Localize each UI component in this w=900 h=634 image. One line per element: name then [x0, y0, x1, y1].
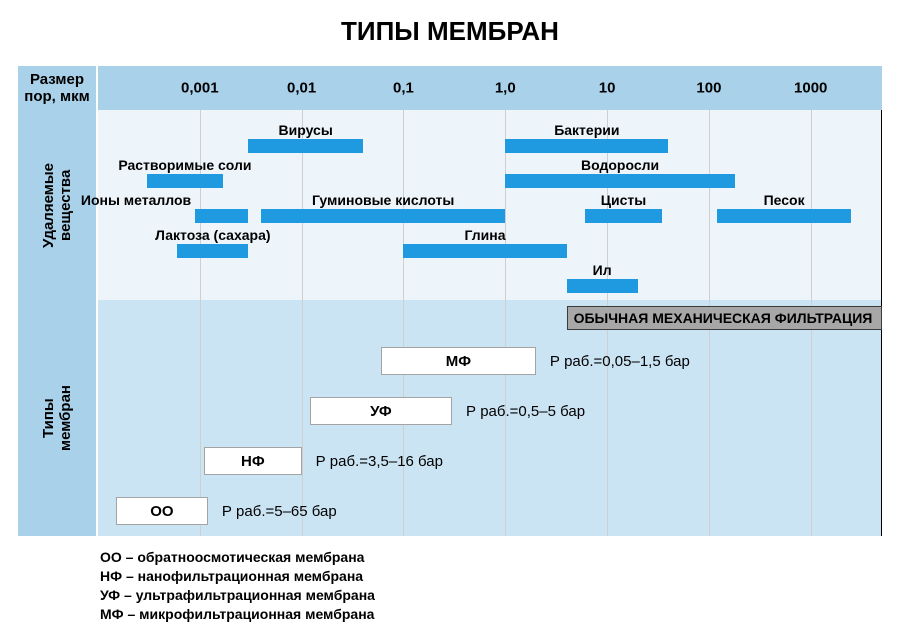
axis-ticks: 0,001 0,01 0,1 1,0 10 100 1000	[98, 66, 882, 110]
grid-line	[709, 300, 710, 536]
substance-label: Песок	[764, 192, 805, 208]
axis-header: Размер пор, мкм 0,001 0,01 0,1 1,0 10 100 1000	[18, 66, 882, 110]
substance-bar	[717, 209, 851, 223]
substance-bar	[195, 209, 248, 223]
substance-bar	[177, 244, 248, 258]
mechanical-filtration-bar: ОБЫЧНАЯ МЕХАНИЧЕСКАЯ ФИЛЬТРАЦИЯ	[567, 306, 882, 330]
substance-bar	[505, 139, 668, 153]
substance-bar	[248, 139, 363, 153]
substance-bar	[147, 174, 224, 188]
grid-line	[881, 300, 882, 536]
grid-line	[709, 110, 710, 300]
substance-label: Бактерии	[554, 122, 619, 138]
chart: Размер пор, мкм 0,001 0,01 0,1 1,0 10 100 1000…	[18, 64, 882, 538]
substance-label: Вирусы	[279, 122, 333, 138]
substance-label: Ил	[593, 262, 612, 278]
axis-tick: 0,1	[393, 80, 414, 97]
grid-line	[607, 300, 608, 536]
membrane-pressure-label: Р раб.=5–65 бар	[222, 503, 337, 520]
substance-label: Водоросли	[581, 157, 659, 173]
legend-item: УФ – ультрафильтрационная мембрана	[100, 586, 375, 605]
substances-plot: Вирусы Бактерии Растворимые соли Водоросли И…	[98, 110, 882, 300]
membrane-bar: МФ	[381, 347, 536, 375]
substance-label: Цисты	[601, 192, 646, 208]
substance-label: Лактоза (сахара)	[155, 227, 270, 243]
substance-label: Глина	[465, 227, 506, 243]
substance-bar	[403, 244, 566, 258]
legend-item: МФ – микрофильтрационная мембрана	[100, 605, 375, 624]
legend-item: ОО – обратноосмотическая мембрана	[100, 548, 375, 567]
substance-label: Ионы металлов	[81, 192, 191, 208]
substance-bar	[567, 279, 638, 293]
membrane-bar: УФ	[310, 397, 452, 425]
axis-tick: 1,0	[495, 80, 516, 97]
membrane-bar: ОО	[116, 497, 208, 525]
membrane-pressure-label: Р раб.=0,5–5 бар	[466, 403, 585, 420]
grid-line	[811, 110, 812, 300]
axis-tick: 0,01	[287, 80, 316, 97]
axis-tick: 100	[696, 80, 721, 97]
membranes-section-label: Типы мембран	[18, 300, 98, 536]
pore-size-axis-label: Размер пор, мкм	[18, 66, 98, 110]
membranes-plot: ОБЫЧНАЯ МЕХАНИЧЕСКАЯ ФИЛЬТРАЦИЯ МФ Р раб.=…	[98, 300, 882, 536]
membrane-bar: НФ	[204, 447, 302, 475]
substance-bar	[505, 174, 735, 188]
grid-line	[811, 300, 812, 536]
grid-line	[302, 300, 303, 536]
axis-tick: 1000	[794, 80, 827, 97]
membrane-pressure-label: Р раб.=0,05–1,5 бар	[550, 353, 690, 370]
axis-tick: 0,001	[181, 80, 219, 97]
substance-label: Растворимые соли	[118, 157, 251, 173]
grid-line	[881, 110, 882, 300]
page-title: ТИПЫ МЕМБРАН	[0, 0, 900, 47]
legend: ОО – обратноосмотическая мембранаНФ – на…	[100, 548, 375, 624]
membrane-pressure-label: Р раб.=3,5–16 бар	[316, 453, 443, 470]
legend-item: НФ – нанофильтрационная мембрана	[100, 567, 375, 586]
axis-tick: 10	[599, 80, 616, 97]
substance-bar	[585, 209, 663, 223]
substance-bar	[261, 209, 505, 223]
grid-line	[200, 110, 201, 300]
substance-label: Гуминовые кислоты	[312, 192, 454, 208]
